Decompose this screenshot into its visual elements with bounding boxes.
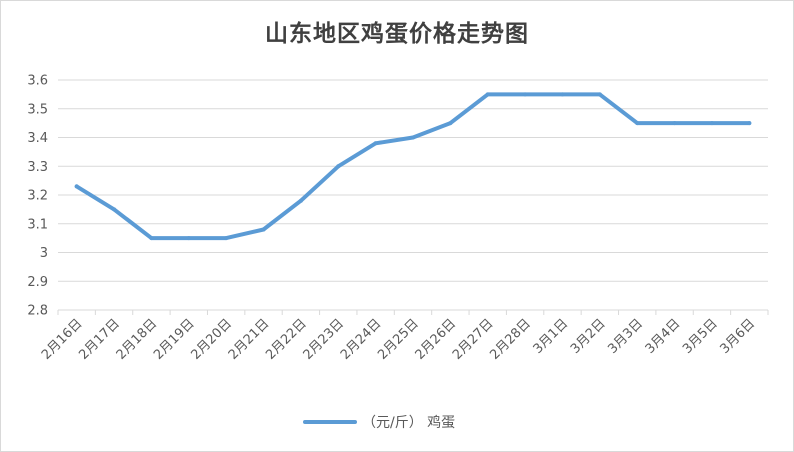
data-point: [336, 164, 341, 169]
chart-title: 山东地区鸡蛋价格走势图: [265, 21, 529, 47]
data-point: [186, 236, 191, 241]
x-tick-label: 2月28日: [487, 316, 534, 363]
x-tick-label: 3月6日: [717, 316, 758, 357]
data-point: [112, 207, 117, 212]
x-tick-label: 2月21日: [226, 316, 273, 363]
legend: （元/斤） 鸡蛋: [303, 414, 455, 431]
gridlines: [58, 79, 768, 311]
x-tick-label: 2月19日: [151, 316, 198, 363]
data-point: [224, 236, 229, 241]
y-tick-label: 2.8: [27, 304, 48, 319]
data-point: [373, 141, 378, 146]
x-tick-label: 3月4日: [643, 316, 684, 357]
data-point: [672, 121, 677, 126]
y-tick-label: 3.6: [27, 74, 48, 89]
data-point: [523, 92, 528, 97]
y-tick-label: 3.4: [27, 131, 48, 146]
data-point: [485, 92, 490, 97]
y-tick-label: 3: [40, 246, 48, 261]
x-tick-label: 2月26日: [413, 316, 460, 363]
legend-label: （元/斤） 鸡蛋: [362, 414, 455, 431]
data-point: [411, 135, 415, 140]
data-point: [149, 236, 154, 241]
series-layer: [74, 92, 752, 241]
y-tick-label: 2.9: [27, 275, 48, 290]
y-tick-label: 3.2: [27, 189, 48, 204]
y-tick-label: 3.1: [27, 217, 48, 232]
x-tick-label: 3月2日: [568, 316, 609, 357]
data-point: [597, 92, 602, 97]
y-tick-labels: 2.8 2.9 3 3.1 3.2 3.3 3.4 3.5 3.6: [27, 74, 48, 319]
x-tick-label: 2月18日: [114, 316, 161, 363]
x-tick-label: 2月24日: [338, 316, 385, 363]
x-tick-labels: 2月16日2月17日2月18日2月19日2月20日2月21日2月22日2月23日…: [39, 310, 769, 363]
data-point: [709, 121, 714, 126]
data-point: [74, 184, 79, 189]
x-tick-label: 3月3日: [605, 316, 646, 357]
data-point: [261, 227, 266, 232]
data-point: [635, 121, 640, 126]
x-tick-label: 2月23日: [301, 316, 348, 363]
data-point: [298, 198, 303, 203]
x-tick-label: 2月17日: [76, 316, 123, 363]
x-tick-label: 2月16日: [39, 316, 86, 363]
x-tick-label: 2月27日: [450, 316, 497, 363]
x-tick-label: 2月25日: [375, 316, 422, 363]
y-tick-label: 3.5: [27, 102, 48, 117]
x-tick-label: 3月5日: [680, 316, 721, 357]
x-tick-label: 2月20日: [188, 316, 235, 363]
data-point: [747, 121, 752, 126]
x-tick-label: 2月22日: [263, 316, 310, 363]
x-tick-label: 3月1日: [531, 316, 572, 357]
data-point: [448, 121, 453, 126]
y-tick-label: 3.3: [27, 160, 48, 175]
data-point: [560, 92, 565, 97]
